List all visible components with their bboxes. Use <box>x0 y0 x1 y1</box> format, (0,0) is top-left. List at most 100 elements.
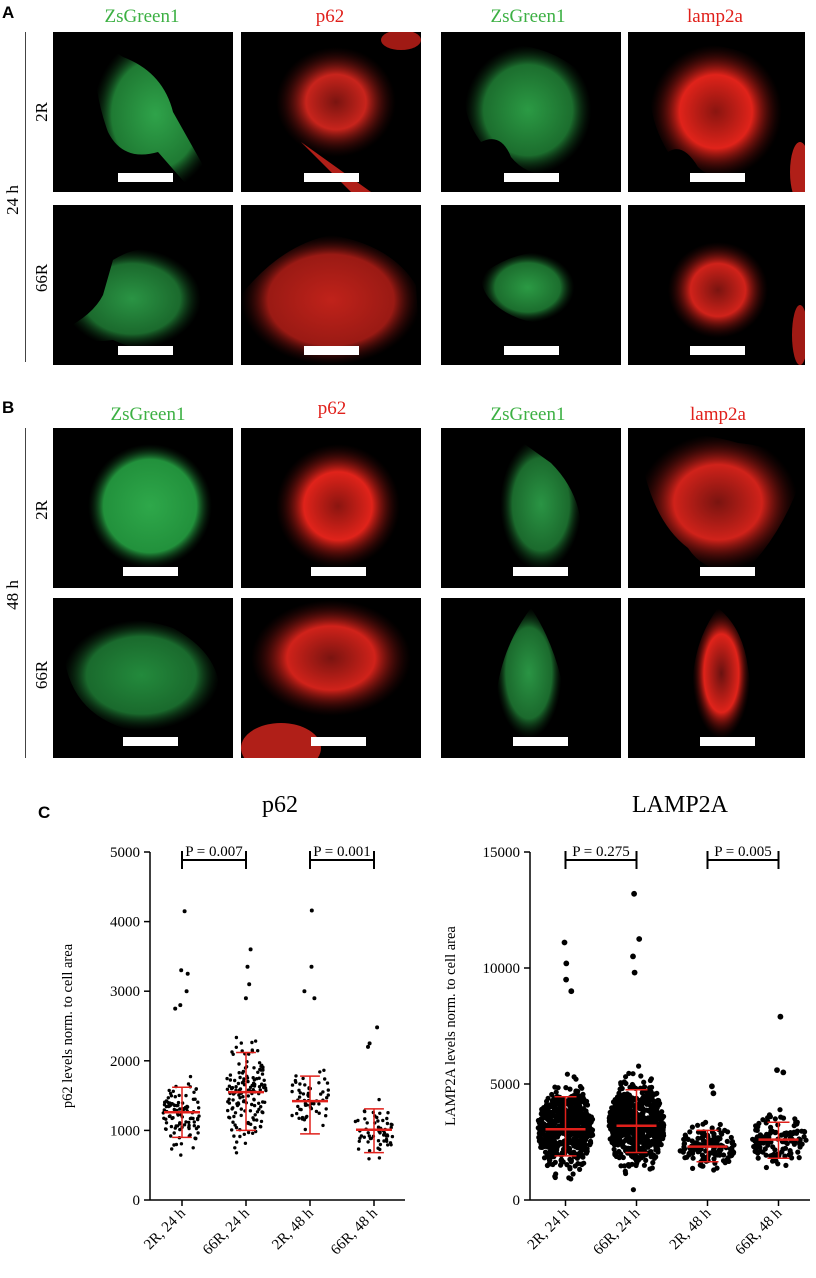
data-point <box>257 1101 261 1105</box>
data-point <box>196 1100 200 1104</box>
p-value-label: P = 0.005 <box>714 844 772 860</box>
data-point <box>677 1148 683 1154</box>
data-point <box>255 1118 259 1122</box>
data-point <box>197 1106 201 1110</box>
data-point <box>238 1096 242 1100</box>
data-point <box>587 1138 594 1144</box>
data-point <box>325 1081 330 1085</box>
data-point <box>574 1123 581 1129</box>
data-point <box>797 1144 803 1150</box>
p-value-label: P = 0.275 <box>572 844 630 860</box>
data-point <box>631 1129 637 1135</box>
data-point <box>545 1106 551 1112</box>
data-point <box>568 1176 574 1182</box>
data-point <box>246 1094 250 1098</box>
scale-bar <box>513 567 568 576</box>
data-point <box>709 1125 715 1131</box>
data-point <box>252 1118 256 1122</box>
data-point <box>174 1142 179 1147</box>
data-point <box>184 1120 188 1124</box>
data-point <box>375 1115 379 1120</box>
data-point <box>797 1140 803 1146</box>
data-point <box>303 1103 308 1107</box>
data-point <box>362 1135 366 1139</box>
data-point <box>573 1076 579 1082</box>
data-point <box>385 1116 389 1121</box>
y-tick-label: 5000 <box>490 1077 520 1093</box>
scale-bar <box>700 567 755 576</box>
data-point <box>691 1147 697 1153</box>
data-point <box>234 1125 239 1130</box>
data-point <box>233 1146 237 1150</box>
data-point <box>756 1120 762 1126</box>
y-axis-label: p62 levels norm. to cell area <box>60 943 76 1108</box>
data-point <box>322 1068 326 1072</box>
data-point <box>567 1086 573 1092</box>
data-point <box>760 1140 766 1146</box>
data-point <box>250 1102 254 1107</box>
data-point <box>636 1063 642 1069</box>
data-point <box>638 1106 644 1112</box>
data-point <box>782 1153 788 1159</box>
micrograph-a-66r-p62 <box>241 205 421 365</box>
data-point <box>171 1089 175 1093</box>
data-point <box>773 1158 779 1164</box>
data-point <box>314 1109 319 1114</box>
data-point <box>256 1070 260 1074</box>
data-point <box>755 1150 761 1156</box>
data-point <box>368 1136 373 1141</box>
scale-bar <box>504 346 559 355</box>
data-point <box>382 1139 386 1143</box>
micrograph-a-2r-lamp2a <box>628 32 805 192</box>
data-point <box>561 939 568 946</box>
data-point <box>697 1147 703 1153</box>
data-point <box>658 1114 664 1120</box>
data-point <box>620 1154 626 1161</box>
data-point <box>258 1088 262 1092</box>
data-point <box>563 960 570 967</box>
data-point <box>250 1040 254 1045</box>
data-point <box>710 1090 717 1097</box>
y-tick-label: 0 <box>133 1193 141 1209</box>
data-point <box>558 1103 564 1109</box>
data-point <box>194 1126 199 1131</box>
data-point <box>259 1119 264 1124</box>
data-point <box>612 1110 618 1116</box>
data-point <box>641 1094 647 1100</box>
data-point <box>777 1107 783 1113</box>
data-point <box>385 1121 390 1126</box>
data-point <box>357 1139 361 1143</box>
scale-bar <box>504 173 559 182</box>
data-point <box>579 1134 585 1141</box>
data-point <box>231 1052 235 1056</box>
data-point <box>628 1139 634 1146</box>
data-point <box>377 1097 381 1102</box>
data-point <box>568 1159 574 1165</box>
col-label-b-2: p62 <box>317 398 347 419</box>
data-point <box>537 1128 543 1134</box>
data-point <box>609 1139 615 1145</box>
data-point <box>301 1092 306 1096</box>
data-point <box>179 968 184 973</box>
data-point <box>324 1114 328 1118</box>
data-point <box>375 1025 380 1030</box>
data-point <box>240 1081 245 1085</box>
col-label-a-2: p62 <box>315 6 345 27</box>
data-point <box>638 1073 644 1079</box>
data-point <box>763 1152 769 1158</box>
data-point <box>536 1120 542 1126</box>
data-point <box>228 1078 233 1082</box>
micrograph-b-66r-p62 <box>241 598 421 758</box>
data-point <box>610 1117 616 1123</box>
data-point <box>173 1006 178 1011</box>
data-point <box>303 1127 307 1132</box>
data-point <box>724 1138 730 1144</box>
data-point <box>247 982 252 987</box>
y-tick-label: 15000 <box>483 845 521 861</box>
data-point <box>570 1114 576 1120</box>
data-point <box>230 1128 234 1132</box>
data-point <box>545 1144 551 1150</box>
data-point <box>236 1102 241 1106</box>
data-point <box>294 1074 298 1078</box>
y-tick-label: 5000 <box>110 845 140 861</box>
